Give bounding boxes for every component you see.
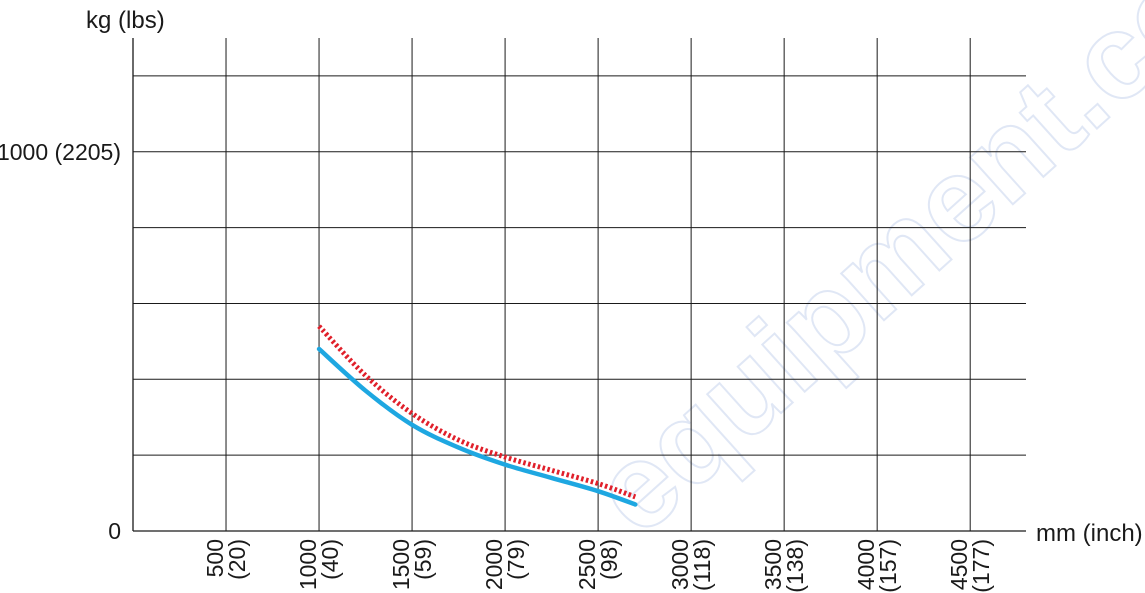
x-tick-label-4: 2500(98) — [574, 539, 622, 590]
x-tick-inch: (59) — [410, 539, 436, 580]
x-tick-inch: (79) — [503, 539, 529, 580]
x-tick-inch: (40) — [317, 539, 343, 580]
x-tick-mm: 500 — [202, 539, 228, 577]
x-tick-label-1: 1000(40) — [295, 539, 343, 590]
x-tick-inch: (98) — [596, 539, 622, 580]
series-layer — [316, 324, 638, 507]
x-tick-inch: (177) — [968, 539, 994, 593]
x-tick-inch: (157) — [875, 539, 901, 593]
x-tick-inch: (138) — [782, 539, 808, 593]
x-tick-mm: 1000 — [295, 539, 321, 590]
x-tick-label-3: 2000(79) — [481, 539, 529, 590]
series-line-solid — [316, 346, 638, 507]
x-tick-mm: 3000 — [667, 539, 693, 590]
y-tick-label-0: 0 — [108, 518, 121, 544]
x-tick-mm: 4000 — [853, 539, 879, 590]
x-tick-label-8: 4500(177) — [946, 539, 994, 593]
x-tick-inch: (118) — [689, 539, 715, 591]
x-tick-mm: 4500 — [946, 539, 972, 590]
x-tick-mm: 2500 — [574, 539, 600, 590]
x-axis-label: mm (inch) — [1036, 520, 1143, 547]
y-tick-labels: 0 1000 (2205) — [0, 139, 121, 544]
x-tick-label-6: 3500(138) — [760, 539, 808, 593]
x-tick-mm: 2000 — [481, 539, 507, 590]
x-tick-mm: 3500 — [760, 539, 786, 590]
watermark-text: equipment.co — [568, 0, 1145, 559]
y-axis-label: kg (lbs) — [86, 7, 165, 34]
x-tick-labels: 500(20) 1000(40) 1500(59) 2000(79) 2500(98) 3… — [202, 539, 994, 593]
axes — [132, 38, 1026, 532]
grid — [133, 38, 1026, 531]
x-tick-label-2: 1500(59) — [388, 539, 436, 590]
x-tick-label-0: 500(20) — [202, 539, 250, 580]
x-tick-inch: (20) — [224, 539, 250, 580]
x-tick-label-5: 3000(118) — [667, 539, 715, 591]
x-tick-mm: 1500 — [388, 539, 414, 590]
x-tick-label-7: 4000(157) — [853, 539, 901, 593]
y-tick-label-1: 1000 (2205) — [0, 139, 121, 165]
